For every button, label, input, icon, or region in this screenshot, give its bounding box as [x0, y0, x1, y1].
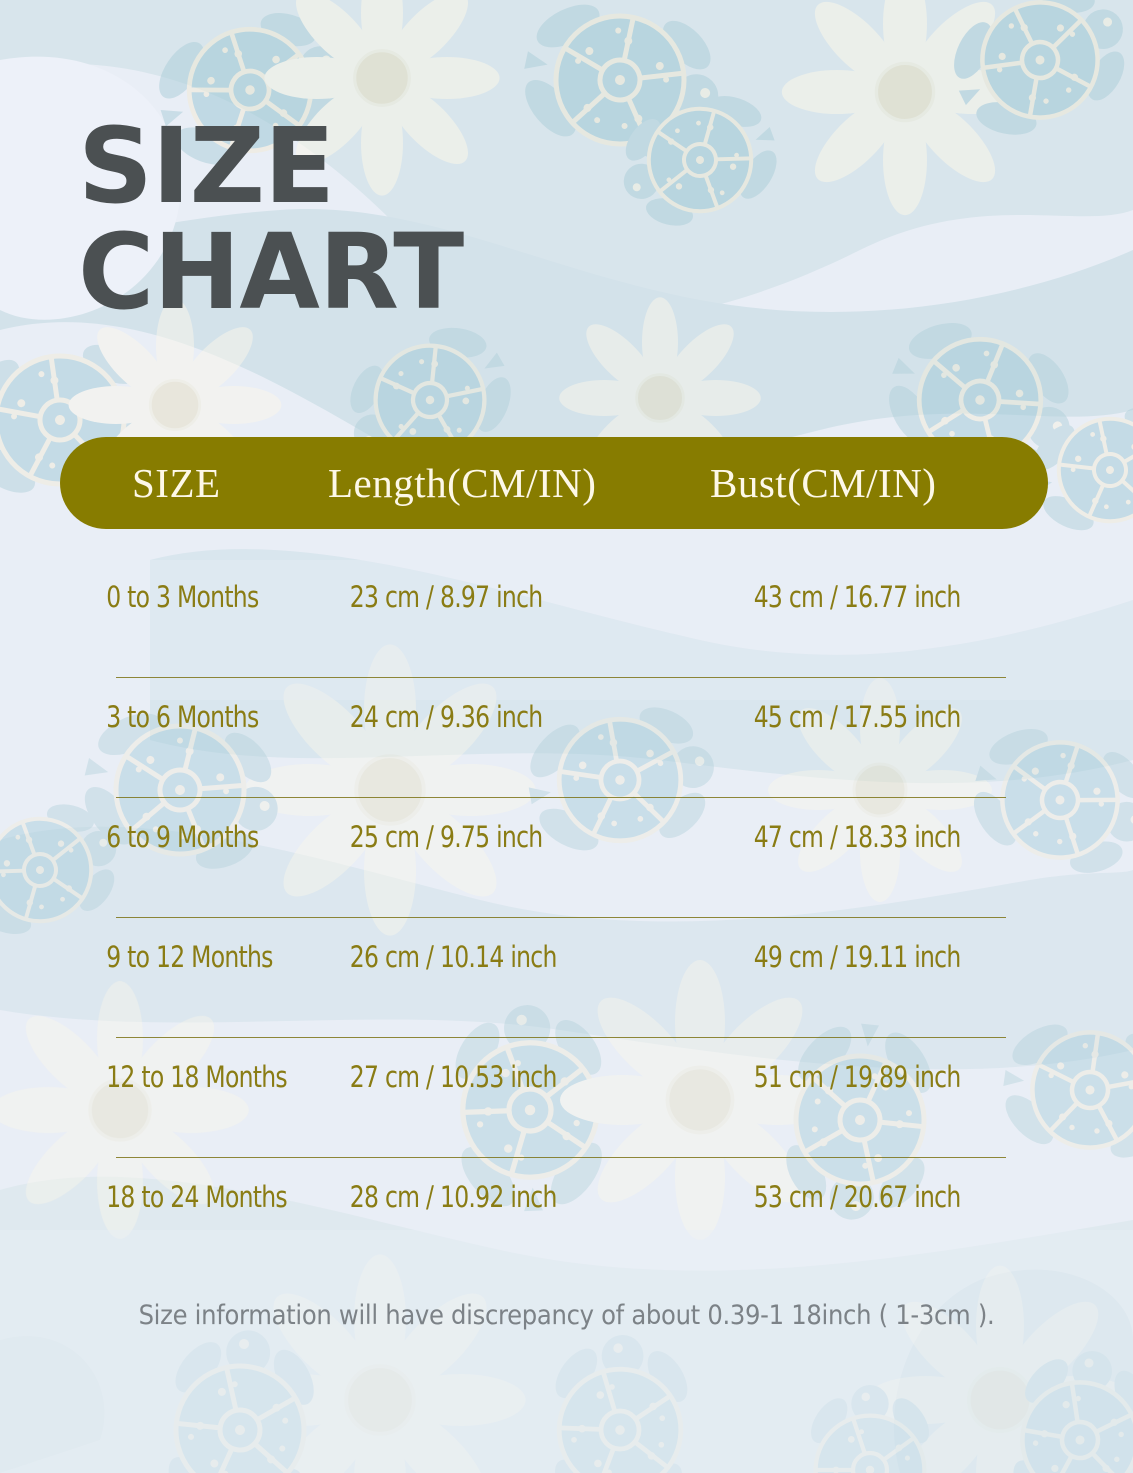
row-divider — [116, 677, 1006, 678]
cell-length: 26 cm / 10.14 inch — [349, 940, 558, 974]
cell-bust: 43 cm / 16.77 inch — [753, 580, 962, 614]
cell-length: 25 cm / 9.75 inch — [349, 820, 543, 854]
cell-size: 0 to 3 Months — [106, 580, 259, 614]
cell-length: 23 cm / 8.97 inch — [349, 580, 543, 614]
row-divider — [116, 1157, 1006, 1158]
cell-size: 18 to 24 Months — [106, 1180, 287, 1214]
cell-length: 28 cm / 10.92 inch — [349, 1180, 558, 1214]
cell-length: 24 cm / 9.36 inch — [349, 700, 543, 734]
cell-bust: 51 cm / 19.89 inch — [753, 1060, 962, 1094]
cell-bust: 53 cm / 20.67 inch — [753, 1180, 962, 1214]
cell-length: 27 cm / 10.53 inch — [349, 1060, 558, 1094]
column-header-length: Length(CM/IN) — [328, 460, 597, 506]
cell-bust: 47 cm / 18.33 inch — [753, 820, 962, 854]
table-row: 18 to 24 Months 28 cm / 10.92 inch 53 cm… — [0, 1160, 1133, 1280]
row-divider — [116, 917, 1006, 918]
page-title: SIZE CHART — [78, 105, 638, 333]
cell-bust: 49 cm / 19.11 inch — [753, 940, 962, 974]
cell-size: 9 to 12 Months — [106, 940, 273, 974]
cell-size: 12 to 18 Months — [106, 1060, 287, 1094]
table-row: 9 to 12 Months 26 cm / 10.14 inch 49 cm … — [0, 920, 1133, 1040]
size-discrepancy-note: Size information will have discrepancy o… — [138, 1300, 995, 1331]
title-line-size: SIZE — [78, 105, 335, 227]
title-line-chart: CHART — [78, 210, 464, 333]
column-header-size: SIZE — [132, 460, 221, 506]
table-row: 12 to 18 Months 27 cm / 10.53 inch 51 cm… — [0, 1040, 1133, 1160]
row-divider — [116, 1037, 1006, 1038]
column-header-bust: Bust(CM/IN) — [710, 460, 937, 506]
cell-size: 3 to 6 Months — [106, 700, 259, 734]
cell-bust: 45 cm / 17.55 inch — [753, 700, 962, 734]
table-header-bar: SIZE Length(CM/IN) Bust(CM/IN) — [60, 437, 1048, 529]
size-table: 0 to 3 Months 23 cm / 8.97 inch 43 cm / … — [0, 560, 1133, 1280]
row-divider — [116, 797, 1006, 798]
cell-size: 6 to 9 Months — [106, 820, 259, 854]
table-row: 6 to 9 Months 25 cm / 9.75 inch 47 cm / … — [0, 800, 1133, 920]
table-row: 0 to 3 Months 23 cm / 8.97 inch 43 cm / … — [0, 560, 1133, 680]
table-row: 3 to 6 Months 24 cm / 9.36 inch 45 cm / … — [0, 680, 1133, 800]
